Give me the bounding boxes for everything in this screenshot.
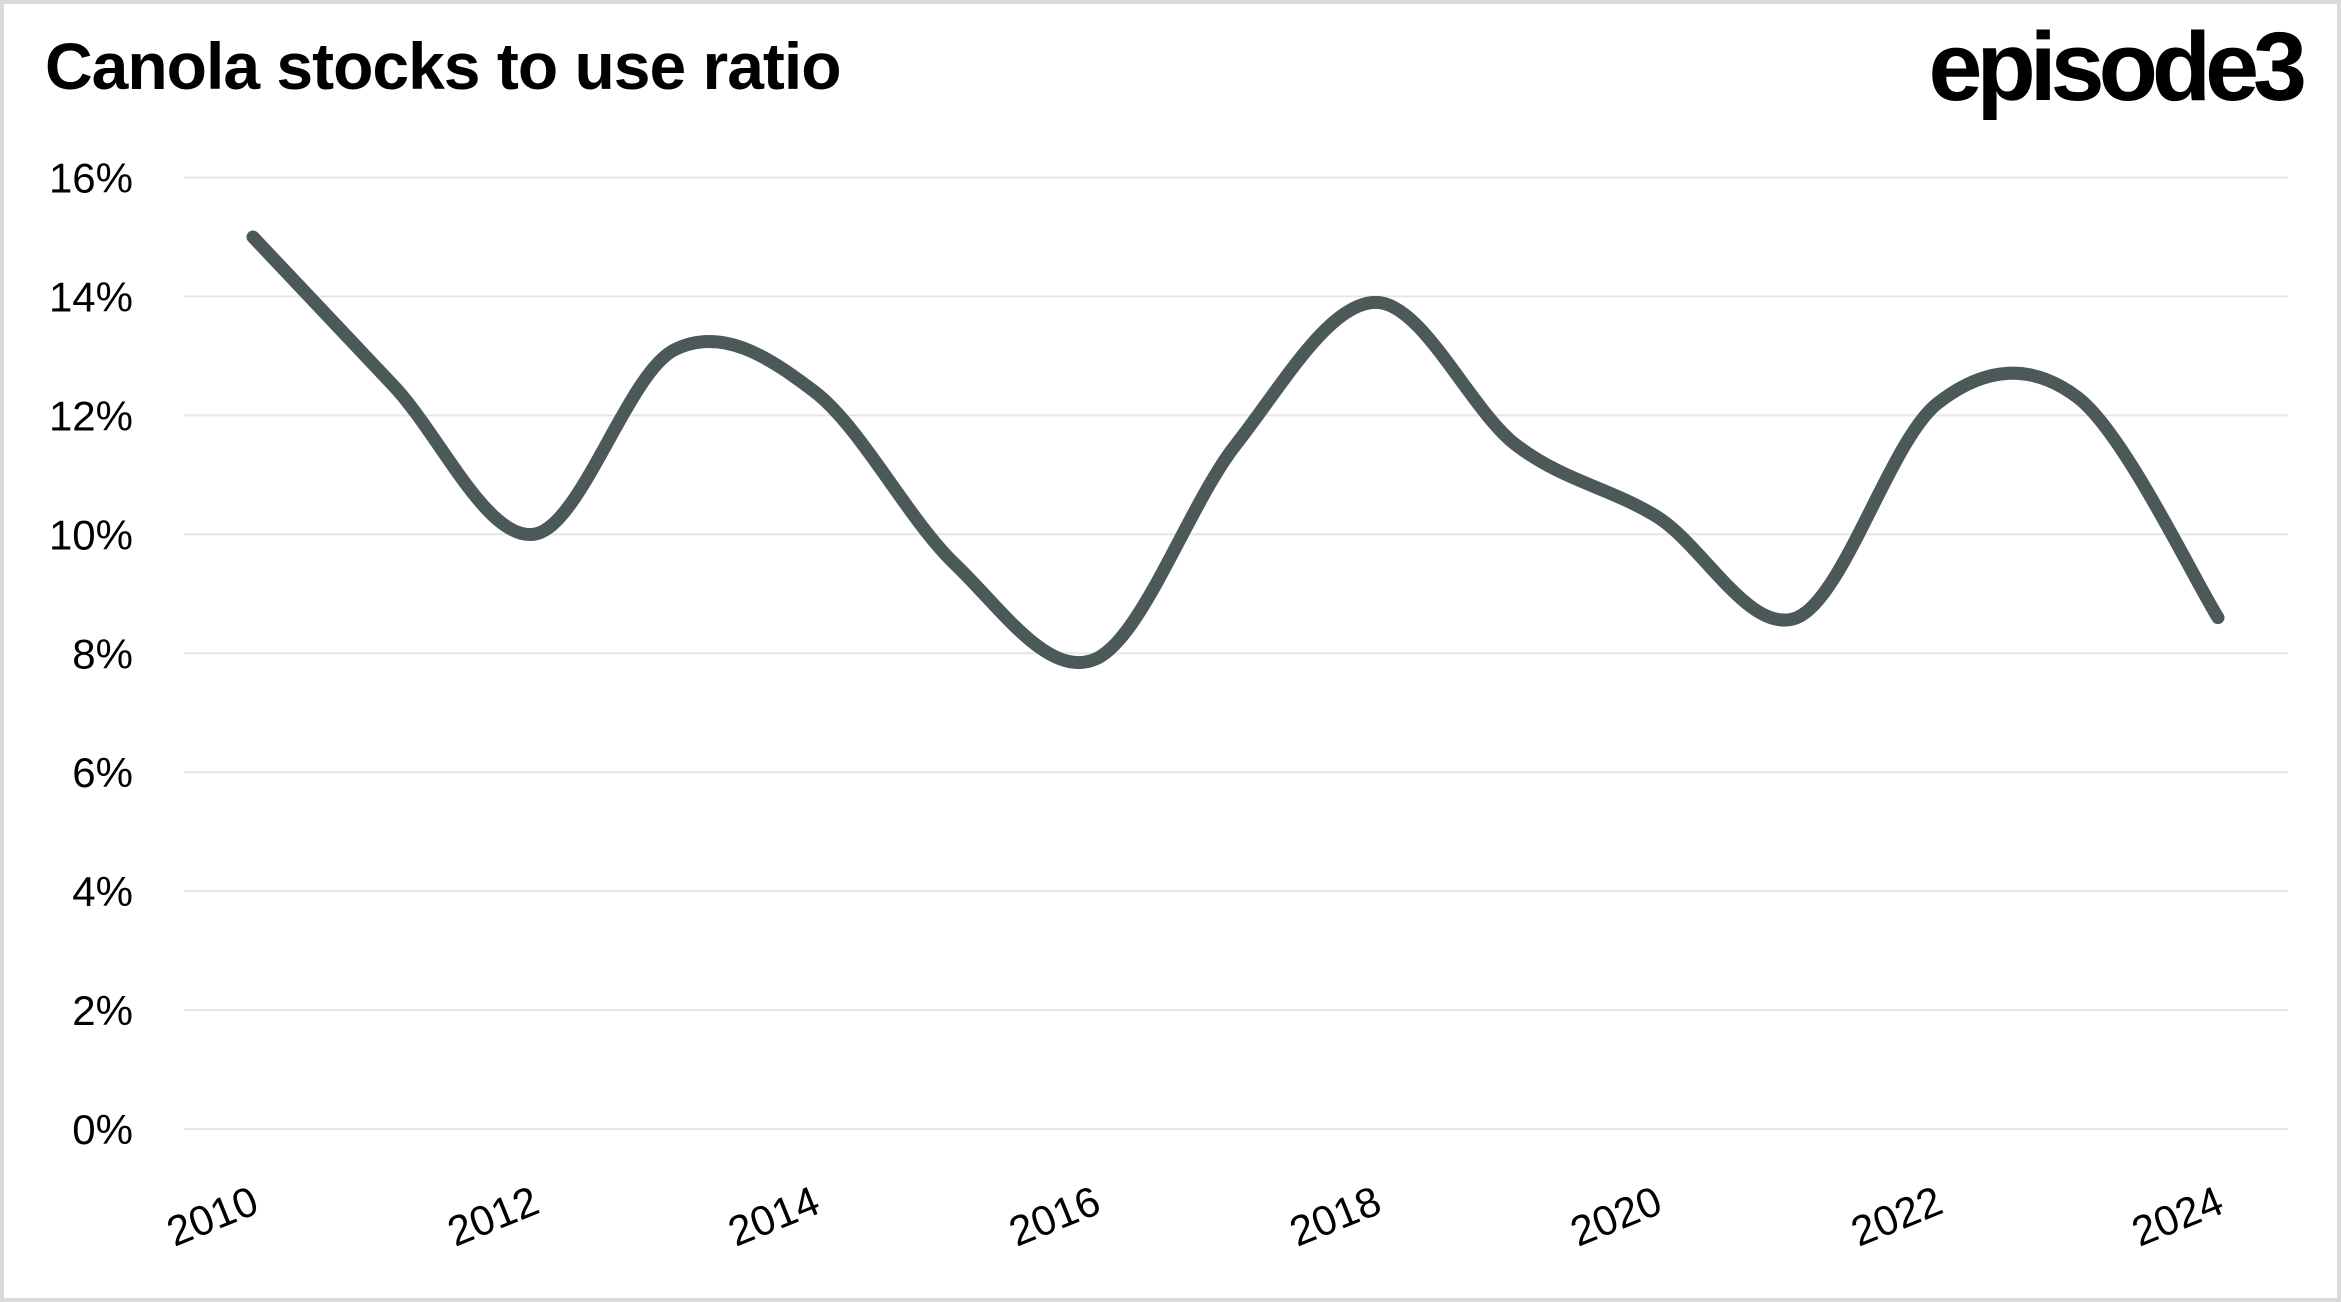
y-axis-label: 6% [72,749,133,796]
x-axis-label: 2024 [2125,1177,2229,1256]
y-axis-label: 0% [72,1106,133,1153]
x-axis-label: 2016 [1002,1177,1106,1256]
x-axis-label: 2012 [441,1177,545,1256]
series-line [246,230,2225,670]
y-axis-label: 16% [49,155,133,202]
x-axis-label: 2010 [160,1177,264,1256]
x-axis-label: 2022 [1844,1177,1948,1256]
x-axis-label: 2018 [1283,1177,1387,1256]
x-axis-label: 2020 [1564,1177,1668,1256]
x-axis-label: 2014 [722,1177,826,1256]
chart-title: Canola stocks to use ratio [45,29,842,103]
y-axis-label: 14% [49,273,133,320]
y-axis-label: 10% [49,511,133,558]
y-axis-label: 8% [72,630,133,677]
y-axis-label: 2% [72,987,133,1034]
y-axis-label: 4% [72,868,133,915]
y-axis-label: 12% [49,392,133,439]
episode3-logo: episode3 [1928,12,2307,121]
